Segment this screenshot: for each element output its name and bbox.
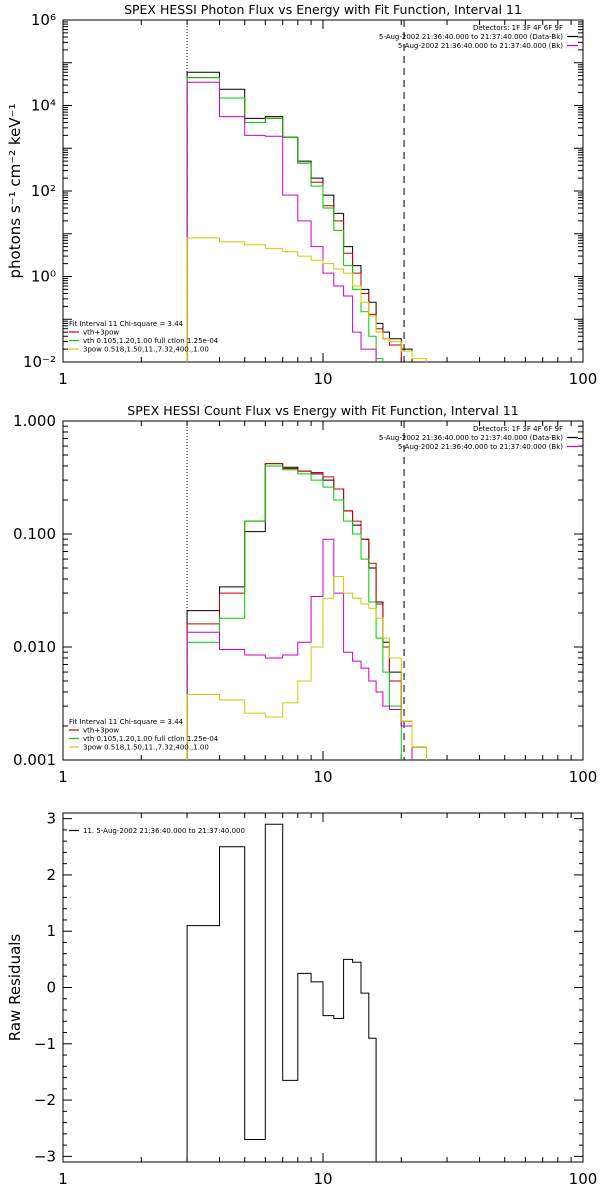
legend-line: 3pow 0.518,1.50,11.,7.32,400.,1.00 — [83, 346, 209, 354]
x-tick-label: 1 — [58, 370, 68, 388]
y-tick-label: −1 — [34, 1035, 56, 1053]
chart-title: SPEX HESSI Count Flux vs Energy with Fit… — [127, 403, 518, 418]
legend-line: vth 0.105,1.20,1.00 full ctlon 1.25e-04 — [83, 337, 219, 345]
legend-line: vth+3pow — [83, 727, 119, 735]
legend-line: vth 0.105,1.20,1.00 full ctlon 1.25e-04 — [83, 735, 219, 743]
y-axis-label: Raw Residuals — [6, 934, 24, 1042]
y-tick-label: 3 — [46, 810, 56, 828]
header-line: Detectors: 1F 3F 4F 6F 9F — [473, 24, 563, 32]
y-tick-label: 0.010 — [13, 638, 56, 656]
chart-title: SPEX HESSI Photon Flux vs Energy with Fi… — [124, 2, 522, 17]
series-vth — [186, 77, 384, 362]
y-tick-label: −2 — [34, 1091, 56, 1109]
legend-line: Fit Interval 11 Chi-square = 3.44 — [69, 718, 184, 726]
y-tick-label: −3 — [34, 1147, 56, 1165]
y-axis-label: photons s⁻¹ cm⁻² keV⁻¹ — [6, 104, 24, 279]
x-tick-label: 100 — [569, 1170, 598, 1188]
chart-2: 1 10 100 0.001 0.010 0.100 1.000 SPEX HESSI Cou… — [13, 403, 597, 786]
series-data — [186, 823, 377, 1162]
legend-line: Fit Interval 11 Chi-square = 3.44 — [69, 320, 184, 328]
y-tick-label: 0 — [46, 979, 56, 997]
chart-1: 1 10 100 10⁻² 10⁰ 10² 10⁴ 10⁶ SPEX HESSI Photon … — [6, 2, 597, 388]
chart-3: 1 10 100 −3 −2 −1 0 1 2 3 Raw Residuals 11. 5-Aug-2… — [6, 810, 597, 1188]
series-pow — [186, 576, 427, 760]
y-tick-label: 10⁰ — [31, 268, 56, 286]
y-tick-label: 10⁴ — [31, 97, 56, 115]
x-tick-label: 10 — [313, 768, 332, 786]
y-tick-label: 2 — [46, 866, 56, 884]
y-tick-label: 10⁻² — [23, 353, 56, 371]
y-tick-label: 0.100 — [13, 525, 56, 543]
header-line: 5-Aug-2002 21:36:40.000 to 21:37:40.000 … — [379, 33, 563, 41]
header-line: 5-Aug-2002 21:36:40.000 to 21:37:40.000 … — [398, 42, 563, 50]
series-vth — [186, 465, 402, 760]
y-tick-label: 10² — [31, 182, 56, 200]
x-tick-label: 10 — [313, 370, 332, 388]
y-tick-label: 1.000 — [13, 412, 56, 430]
y-tick-label: 0.001 — [13, 751, 56, 769]
legend-line: 3pow 0.518,1.50,11.,7.32,400.,1.00 — [83, 744, 209, 752]
header-line: 5-Aug-2002 21:36:40.000 to 21:37:40.000 … — [398, 443, 563, 451]
series-data — [186, 71, 413, 362]
x-tick-label: 100 — [569, 370, 598, 388]
series-bk — [186, 81, 377, 362]
legend-line: 11. 5-Aug-2002 21:36:40.000 to 21:37:40.… — [83, 827, 245, 835]
x-tick-label: 1 — [58, 768, 68, 786]
legend-line: vth+3pow — [83, 329, 119, 337]
header-line: Detectors: 1F 3F 4F 6F 9F — [473, 425, 563, 433]
series-total — [186, 463, 427, 760]
y-tick-label: 1 — [46, 922, 56, 940]
y-tick-label: 10⁶ — [31, 11, 56, 29]
series-bk — [186, 538, 413, 760]
header-line: 5-Aug-2002 21:36:40.000 to 21:37:40.000 … — [379, 434, 563, 442]
series-data — [186, 463, 427, 760]
series-pow — [186, 237, 427, 362]
x-tick-label: 100 — [569, 768, 598, 786]
x-tick-label: 1 — [58, 1170, 68, 1188]
x-tick-label: 10 — [313, 1170, 332, 1188]
